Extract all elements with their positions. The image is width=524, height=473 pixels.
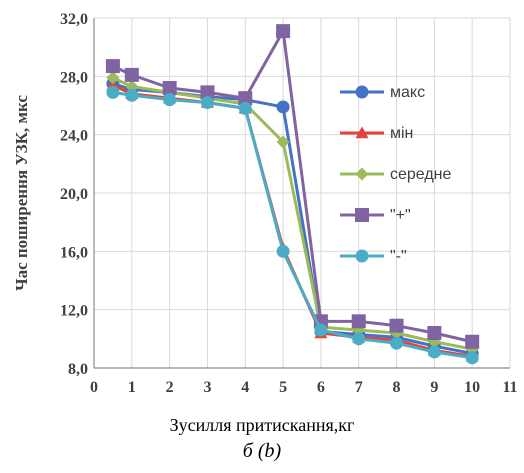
data-point (163, 93, 177, 107)
data-point (390, 336, 404, 350)
data-point (276, 244, 290, 258)
data-point (314, 323, 328, 337)
x-tick-label: 7 (355, 379, 363, 396)
data-point (124, 67, 139, 82)
data-point (276, 100, 290, 114)
y-tick-label: 28,0 (60, 69, 88, 86)
x-tick-label: 8 (393, 379, 401, 396)
data-point (465, 334, 480, 349)
legend-swatch-marker (355, 126, 369, 139)
legend-swatch-marker (355, 85, 369, 99)
x-tick-label: 10 (464, 379, 480, 396)
y-tick-label: 32,0 (60, 11, 88, 28)
data-point (427, 345, 441, 359)
series-line (112, 76, 473, 351)
data-point (125, 88, 139, 102)
x-tick-label: 9 (430, 379, 438, 396)
x-tick-label: 1 (128, 379, 136, 396)
y-tick-label: 12,0 (60, 303, 88, 320)
data-point (389, 318, 404, 333)
y-axis-label: Час поширення УЗК, мкс (12, 95, 31, 291)
y-tick-label: 16,0 (60, 244, 88, 261)
x-tick-label: 2 (166, 379, 174, 396)
legend-label: "+" (390, 207, 411, 224)
data-point (200, 96, 214, 110)
x-tick-label: 0 (90, 379, 98, 396)
legend-swatch-marker (355, 249, 369, 263)
legend-label: середне (390, 166, 452, 183)
x-tick-label: 6 (317, 379, 325, 396)
data-point (465, 351, 479, 365)
series-line (112, 83, 473, 358)
series-line (112, 82, 473, 355)
y-tick-label: 24,0 (60, 128, 88, 145)
data-point (105, 59, 120, 74)
data-point (238, 101, 252, 115)
legend-label: мін (390, 125, 413, 142)
figure-caption: б (b) (242, 440, 282, 462)
data-point (200, 85, 215, 100)
data-point (106, 71, 120, 85)
y-tick-label: 8,0 (68, 361, 88, 378)
data-point (352, 332, 366, 346)
y-tick-label: 20,0 (60, 186, 88, 203)
line-chart: 8,0 12,0 16,0 20,0 24,0 28,0 32,0 0 1 2 3 4 5 6 7 8 9 10 1… (12, 11, 518, 396)
data-point (351, 314, 366, 329)
data-point (276, 24, 291, 39)
legend-swatch-marker (355, 208, 369, 222)
x-axis-label: Зусилля притискання,кг (169, 415, 355, 435)
legend-label: макс (390, 84, 425, 101)
x-tick-label: 5 (279, 379, 287, 396)
x-tick-label: 11 (502, 379, 517, 396)
x-tick-label: 4 (241, 379, 249, 396)
series-line (112, 90, 473, 360)
x-tick-label: 3 (203, 379, 211, 396)
data-point (162, 81, 177, 95)
data-point (276, 135, 290, 149)
legend-swatch-marker (355, 167, 369, 181)
legend-label: "-" (390, 248, 407, 265)
data-point (427, 326, 442, 340)
data-point (238, 91, 253, 106)
data-point (106, 85, 120, 99)
